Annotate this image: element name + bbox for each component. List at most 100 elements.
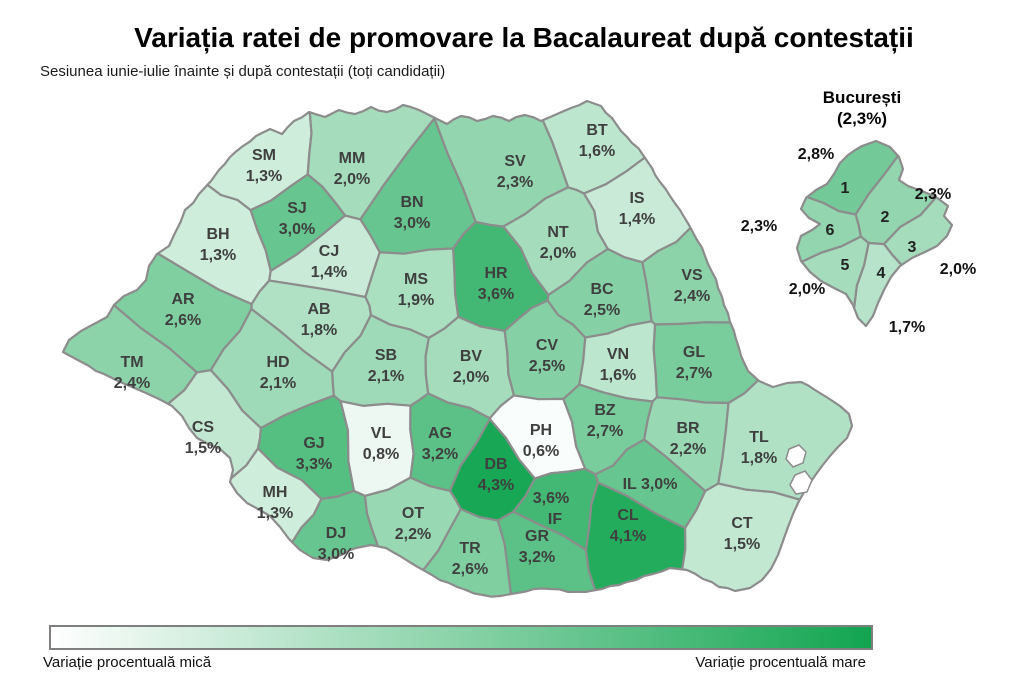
county-label-GR: GR (525, 528, 549, 545)
county-value-BT: 1,6% (579, 143, 615, 160)
county-label-TR: TR (459, 540, 481, 557)
county-value-TR: 2,6% (452, 561, 488, 578)
page-subtitle: Sesiunea iunie-iulie înainte și după con… (40, 63, 445, 80)
county-value-OT: 2,2% (395, 526, 431, 543)
county-value-VN: 1,6% (600, 367, 636, 384)
county-label-TL: TL (749, 429, 769, 446)
county-label-BZ: BZ (594, 402, 616, 419)
sector-number-3: 3 (908, 239, 917, 256)
county-label-VN: VN (607, 346, 629, 363)
county-label-BC: BC (590, 281, 614, 298)
county-value-CJ: 1,4% (311, 264, 347, 281)
county-value-VS: 2,4% (674, 288, 710, 305)
county-value-CV: 2,5% (529, 358, 565, 375)
county-label-AG: AG (428, 425, 452, 442)
county-value-AR: 2,6% (165, 312, 201, 329)
county-value-HD: 2,1% (260, 375, 296, 392)
sector-number-4: 4 (877, 265, 886, 282)
sector-value-4: 1,7% (889, 319, 925, 336)
county-label-HR: HR (484, 265, 508, 282)
county-shape-CT (681, 482, 801, 593)
sector-number-1: 1 (841, 180, 850, 197)
romania-choropleth (61, 99, 854, 598)
county-value-MS: 1,9% (398, 292, 434, 309)
county-value-VL: 0,8% (363, 446, 399, 463)
county-label-HD: HD (266, 354, 289, 371)
county-label-CV: CV (536, 337, 559, 354)
county-label-GL: GL (683, 344, 705, 361)
county-value-MM: 2,0% (334, 171, 370, 188)
sector-value-1: 2,8% (798, 146, 834, 163)
inset-overall-value: (2,3%) (837, 109, 887, 128)
bucharest-sector-labels: 1 2,8% 2 2,3% 3 2,0% 4 1,7% 5 2,0% 6 2,3% (741, 146, 976, 336)
county-value-GJ: 3,3% (296, 456, 332, 473)
sector-value-3: 2,0% (940, 261, 976, 278)
county-label-CS: CS (192, 419, 215, 436)
sector-shape-6 (795, 196, 862, 263)
county-value-AB: 1,8% (301, 322, 337, 339)
county-label-MH: MH (263, 484, 288, 501)
county-value-BR: 2,2% (670, 441, 706, 458)
county-label-SM: SM (252, 147, 276, 164)
county-label-DB: DB (484, 456, 507, 473)
county-label-BR: BR (676, 420, 700, 437)
county-label-CL: CL (617, 507, 639, 524)
legend: Variație procentuală mică Variație proce… (43, 625, 873, 671)
county-value-GL: 2,7% (676, 365, 712, 382)
county-label-SB: SB (375, 347, 397, 364)
county-shape-DJ (291, 489, 380, 562)
county-value-BC: 2,5% (584, 302, 620, 319)
sector-value-2: 2,3% (915, 186, 951, 203)
county-label-CJ: CJ (319, 243, 339, 260)
county-value-BZ: 2,7% (587, 423, 623, 440)
county-label-BH: BH (206, 226, 229, 243)
county-value-TM: 2,4% (114, 375, 150, 392)
county-value-SV: 2,3% (497, 174, 533, 191)
county-label-CT: CT (731, 515, 753, 532)
sector-number-5: 5 (841, 257, 850, 274)
county-label-DJ: DJ (326, 525, 346, 542)
legend-low-label: Variație procentuală mică (43, 654, 212, 671)
county-shape-GR (496, 510, 597, 596)
county-label-GJ: GJ (303, 435, 324, 452)
county-label-SV: SV (504, 153, 526, 170)
lake-2 (789, 470, 813, 495)
county-value-PH: 0,6% (523, 443, 559, 460)
legend-gradient-bar (49, 625, 873, 650)
county-shape-TL (717, 379, 854, 501)
county-label-BN: BN (400, 194, 423, 211)
county-label-VS: VS (681, 267, 703, 284)
sector-value-5: 2,0% (789, 281, 825, 298)
county-value-BH: 1,3% (200, 247, 236, 264)
county-label-MS: MS (404, 271, 428, 288)
county-value-SM: 1,3% (246, 168, 282, 185)
county-value-SJ: 3,0% (279, 221, 315, 238)
county-value-CT: 1,5% (724, 536, 760, 553)
county-label-MM: MM (339, 150, 366, 167)
county-shape-GL (652, 321, 760, 405)
sector-shape-3 (882, 196, 954, 267)
bucharest-sectors (795, 139, 954, 328)
county-labels: SM 1,3% MM 2,0% BT 1,6% SV 2,3% IS 1,4% BN 3,0% SJ 3,… (114, 122, 777, 578)
bucharest-inset: București (2,3%) 1 2,8% 2 2,3% 3 2,0% 4 1,7% 5 2,… (741, 88, 976, 336)
county-label-IF: IF (548, 511, 562, 528)
county-label-SJ: SJ (287, 200, 307, 217)
county-label-IS: IS (629, 190, 644, 207)
legend-high-label: Variație procentuală mare (695, 654, 866, 671)
sector-shape-4 (853, 241, 903, 328)
county-value-NT: 2,0% (540, 245, 576, 262)
county-label-TM: TM (120, 354, 143, 371)
county-value-CS: 1,5% (185, 440, 221, 457)
lake-1 (785, 444, 807, 468)
sector-value-6: 2,3% (741, 218, 777, 235)
county-value-HR: 3,6% (478, 286, 514, 303)
coastal-lakes (785, 444, 813, 495)
county-value-DB: 4,3% (478, 477, 514, 494)
county-label-IL: IL 3,0% (623, 476, 678, 493)
county-label-BT: BT (586, 122, 608, 139)
sector-number-2: 2 (881, 209, 890, 226)
county-value-BN: 3,0% (394, 215, 430, 232)
page-title: Variația ratei de promovare la Bacalaure… (134, 22, 914, 53)
county-label-BV: BV (460, 348, 483, 365)
